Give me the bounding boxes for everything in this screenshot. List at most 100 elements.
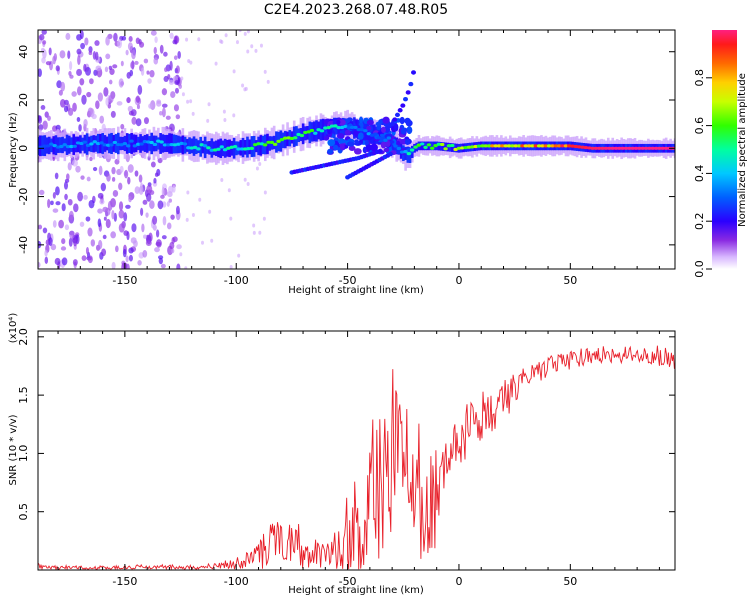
x-tick-label: -100 bbox=[224, 575, 249, 588]
noise-cell bbox=[154, 36, 158, 43]
noise-cell bbox=[142, 199, 148, 205]
heatmap-core bbox=[486, 144, 492, 148]
noise-cell bbox=[170, 248, 175, 254]
noise-cell bbox=[157, 255, 164, 260]
heatmap-core bbox=[393, 144, 398, 148]
heatmap-band bbox=[431, 141, 434, 151]
heatmap-core bbox=[406, 151, 412, 156]
noise-cell bbox=[174, 80, 180, 86]
noise-cell bbox=[128, 254, 133, 262]
x-tick-label: -150 bbox=[112, 274, 137, 287]
noise-cell bbox=[68, 210, 74, 221]
noise-cell bbox=[41, 57, 46, 64]
noise-cell bbox=[157, 200, 164, 210]
noise-cell bbox=[126, 72, 131, 79]
heatmap-blob bbox=[393, 123, 399, 132]
noise-cell bbox=[128, 110, 134, 116]
heatmap-blob bbox=[332, 144, 339, 151]
heatmap-core bbox=[95, 141, 101, 146]
heatmap-core bbox=[600, 146, 605, 150]
noise-cell bbox=[222, 109, 226, 114]
snr-panel: -150 -100 -50 0 50 0.5 1.0 1.5 2.0 Height of str… bbox=[8, 313, 676, 596]
noise-cell bbox=[83, 194, 88, 200]
heatmap-core bbox=[69, 144, 74, 149]
heatmap-band bbox=[252, 135, 256, 157]
noise-cell bbox=[85, 247, 89, 255]
noise-cell bbox=[139, 41, 145, 48]
heatmap-band bbox=[259, 135, 263, 156]
noise-cell bbox=[45, 61, 52, 66]
heatmap-core bbox=[65, 145, 71, 149]
noise-cell bbox=[38, 124, 44, 131]
heatmap-band bbox=[257, 136, 260, 156]
noise-cell bbox=[89, 78, 94, 85]
heatmap-band bbox=[59, 137, 62, 153]
heatmap-core bbox=[172, 143, 178, 147]
noise-cell bbox=[237, 253, 241, 258]
heatmap-band bbox=[453, 143, 456, 153]
heatmap-core bbox=[399, 150, 405, 154]
noise-cell bbox=[163, 51, 168, 57]
noise-cell bbox=[101, 248, 107, 257]
noise-cell bbox=[54, 257, 61, 266]
y-tick-label: 0.5 bbox=[17, 503, 30, 520]
heatmap-core bbox=[563, 144, 569, 148]
heatmap-core bbox=[283, 136, 288, 140]
heatmap-core bbox=[176, 142, 181, 146]
heatmap-core bbox=[279, 138, 285, 142]
heatmap-core bbox=[423, 145, 428, 149]
noise-cell bbox=[107, 200, 113, 211]
heatmap-core bbox=[79, 141, 84, 146]
heatmap-core bbox=[476, 144, 482, 148]
heatmap-core bbox=[663, 146, 669, 150]
heatmap-core bbox=[647, 146, 652, 150]
heatmap-core bbox=[413, 145, 418, 149]
noise-cell bbox=[52, 192, 56, 199]
heatmap-core bbox=[640, 146, 645, 150]
heatmap-branch bbox=[411, 70, 417, 75]
heatmap-band bbox=[235, 141, 238, 156]
noise-cell bbox=[125, 255, 129, 263]
heatmap-branch bbox=[377, 148, 383, 154]
heatmap-band bbox=[437, 141, 441, 151]
heatmap-core bbox=[456, 146, 462, 150]
noise-cell bbox=[38, 189, 45, 196]
noise-cell bbox=[105, 97, 109, 106]
noise-cell bbox=[38, 224, 43, 230]
heatmap-core bbox=[319, 129, 325, 133]
noise-cell bbox=[38, 262, 41, 268]
noise-cell bbox=[137, 84, 143, 95]
noise-cell bbox=[78, 124, 82, 132]
heatmap-band bbox=[448, 142, 452, 152]
noise-cell bbox=[235, 40, 239, 45]
heatmap-core bbox=[536, 144, 542, 148]
noise-cell bbox=[92, 166, 98, 172]
heatmap-core bbox=[369, 133, 375, 137]
heatmap-core bbox=[112, 140, 118, 145]
heatmap-core bbox=[359, 128, 365, 132]
noise-cell bbox=[175, 205, 180, 215]
heatmap-core bbox=[126, 144, 131, 148]
noise-cell bbox=[76, 48, 82, 55]
noise-cell bbox=[200, 240, 204, 245]
noise-cell bbox=[259, 43, 263, 48]
noise-cell bbox=[163, 75, 169, 82]
heatmap-core bbox=[105, 143, 111, 147]
noise-cell bbox=[80, 175, 85, 180]
heatmap-core bbox=[189, 146, 194, 150]
heatmap-branch bbox=[408, 81, 414, 87]
heatmap-band bbox=[422, 141, 425, 151]
noise-cell bbox=[106, 173, 111, 182]
heatmap-band bbox=[451, 143, 454, 152]
noise-cell bbox=[241, 83, 245, 88]
noise-cell bbox=[92, 51, 97, 60]
heatmap-core bbox=[366, 132, 371, 136]
heatmap-branch bbox=[394, 112, 400, 118]
heatmap-core bbox=[45, 144, 51, 148]
noise-cell bbox=[159, 110, 163, 116]
noise-cell bbox=[208, 209, 212, 214]
heatmap-band bbox=[197, 140, 200, 154]
noise-cell bbox=[100, 182, 107, 192]
noise-cell bbox=[220, 39, 224, 44]
